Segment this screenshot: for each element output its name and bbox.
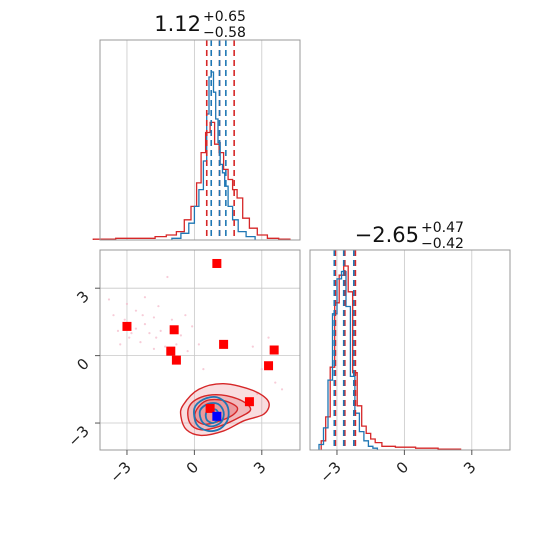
axis-frame-joint <box>99 249 301 451</box>
title-param-1-upper: +0.65 <box>203 9 246 25</box>
sample-point-32 <box>128 336 131 339</box>
title-param-2-lower: −0.42 <box>421 236 464 252</box>
title-param-1-lower: −0.58 <box>203 25 246 41</box>
sample-point-6 <box>143 323 147 326</box>
marker-series-1-8 <box>264 361 274 371</box>
sample-point-3 <box>123 318 126 321</box>
sample-point-17 <box>107 298 111 301</box>
joint-plot-area <box>100 250 300 450</box>
sample-point-29 <box>191 325 194 328</box>
marker-series-1-10 <box>205 403 215 413</box>
x-tick-label-param-1-1: 0 <box>183 458 202 477</box>
marker-series-1-4 <box>219 339 229 349</box>
sample-point-27 <box>157 305 160 308</box>
title-param-2-median: −2.65 <box>355 223 419 247</box>
sample-point-36 <box>202 368 205 371</box>
sample-point-21 <box>251 345 254 348</box>
contour-series-2-level-1 <box>193 396 230 433</box>
marker-series-1-6 <box>171 355 181 365</box>
sample-point-14 <box>152 347 156 350</box>
histogram-param-2-series-1 <box>320 265 462 450</box>
sample-point-20 <box>197 343 200 346</box>
sample-point-31 <box>116 329 120 332</box>
axis-frame-param-1 <box>99 39 301 241</box>
marginal-histogram-param-1 <box>92 39 301 241</box>
histogram-param-1-series-1 <box>92 121 291 240</box>
sample-point-1 <box>112 314 115 317</box>
sample-point-10 <box>164 345 167 348</box>
marker-series-2-1 <box>212 411 222 421</box>
axis-frame-param-2 <box>309 249 511 451</box>
title-param-1: 1.12 +0.65 −0.58 <box>154 9 246 41</box>
sample-point-33 <box>155 336 158 339</box>
marker-series-1-5 <box>166 346 176 356</box>
sample-point-9 <box>159 329 162 332</box>
marginal-histogram-param-2 <box>309 249 511 455</box>
sample-point-4 <box>130 332 133 335</box>
sample-point-22 <box>260 368 263 371</box>
sample-point-35 <box>141 314 144 317</box>
sample-point-19 <box>143 296 147 299</box>
y-tick-label-param-2-2: 3 <box>73 287 92 306</box>
sample-point-12 <box>179 334 182 337</box>
title-param-2-upper: +0.47 <box>421 220 464 236</box>
contour-series-2-level-2 <box>198 402 225 428</box>
marker-series-1-1 <box>122 321 132 331</box>
x-tick-label-param-2-0: −3 <box>316 458 344 486</box>
sample-point-13 <box>186 350 189 353</box>
sample-point-34 <box>175 343 178 346</box>
marker-series-1-3 <box>212 258 222 268</box>
marker-series-1-9 <box>244 397 254 407</box>
sample-point-18 <box>125 302 129 306</box>
sample-point-11 <box>170 318 174 321</box>
marker-series-1-7 <box>269 345 279 355</box>
sample-point-24 <box>267 336 270 339</box>
x-tick-label-param-2-2: 3 <box>460 458 479 477</box>
sample-point-8 <box>152 316 156 319</box>
sample-point-23 <box>274 381 277 384</box>
x-tick-label-param-1-0: −3 <box>106 458 134 486</box>
sample-point-16 <box>166 275 169 279</box>
histogram-param-1-series-2 <box>171 71 256 240</box>
sample-point-7 <box>139 341 142 344</box>
sample-point-15 <box>148 332 151 335</box>
histogram-param-2-series-2 <box>318 270 379 450</box>
marker-series-1-2 <box>169 325 179 335</box>
sample-point-30 <box>280 388 284 391</box>
joint-density-panel <box>95 249 301 455</box>
y-tick-label-param-2-0: −3 <box>64 422 92 450</box>
title-param-1-median: 1.12 <box>154 12 201 36</box>
x-tick-label-param-2-1: 0 <box>393 458 412 477</box>
title-param-2: −2.65 +0.47 −0.42 <box>355 220 464 252</box>
sample-point-26 <box>184 314 187 317</box>
sample-point-2 <box>119 343 122 346</box>
y-tick-label-param-2-1: 0 <box>73 355 92 374</box>
sample-point-5 <box>134 309 138 312</box>
contour-series-2-level-3 <box>204 408 221 424</box>
sample-point-28 <box>134 327 138 330</box>
x-tick-label-param-1-2: 3 <box>250 458 269 477</box>
